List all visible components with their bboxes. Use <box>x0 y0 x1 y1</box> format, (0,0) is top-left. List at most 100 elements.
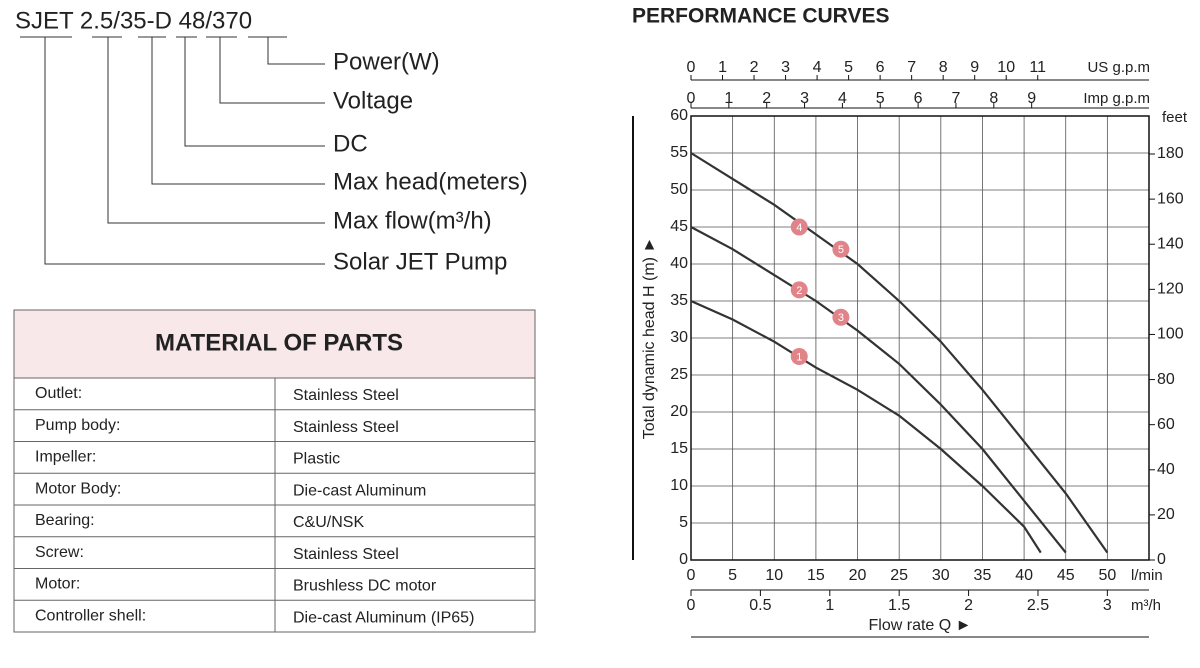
y-tick-label: 55 <box>670 144 688 161</box>
y-tick-label: 15 <box>670 440 688 457</box>
curve-marker <box>790 281 808 299</box>
imp-gpm-tick-label: 3 <box>800 90 809 107</box>
imp-gpm-tick-label: 9 <box>1027 90 1036 107</box>
us-gpm-tick-label: 3 <box>781 59 790 76</box>
x-tick-label: 5 <box>728 567 737 584</box>
us-gpm-tick-label: 4 <box>813 59 822 76</box>
x2-tick-label: 1.5 <box>888 597 910 614</box>
pump-curve <box>690 226 1067 554</box>
imp-gpm-tick-label: 0 <box>687 90 696 107</box>
curve-marker-label: 5 <box>838 244 844 256</box>
part-material: C&U/NSK <box>293 514 364 531</box>
us-gpm-tick-label: 6 <box>876 59 885 76</box>
us-gpm-tick-label: 2 <box>750 59 759 76</box>
us-gpm-tick-label: 8 <box>939 59 948 76</box>
code-label: Solar JET Pump <box>333 248 507 275</box>
imp-gpm-tick-label: 7 <box>952 90 961 107</box>
curve-marker-label: 2 <box>796 285 802 297</box>
y-tick-label: 25 <box>670 366 688 383</box>
imp-gpm-tick-label: 1 <box>724 90 733 107</box>
code-label: Power(W) <box>333 48 440 75</box>
y2-tick-label: 20 <box>1157 506 1175 523</box>
y2-tick-label: 120 <box>1157 281 1184 298</box>
imp-gpm-tick-label: 8 <box>989 90 998 107</box>
y-tick-label: 50 <box>670 181 688 198</box>
x2-tick-label: 2.5 <box>1027 597 1049 614</box>
part-material: Die-cast Aluminum <box>293 482 426 499</box>
y-tick-label: 5 <box>679 514 688 531</box>
us-gpm-tick-label: 5 <box>844 59 853 76</box>
y-tick-label: 35 <box>670 292 688 309</box>
part-material: Die-cast Aluminum (IP65) <box>293 609 474 626</box>
y2-unit: feet <box>1162 109 1188 126</box>
plot-frame <box>690 115 1150 561</box>
code-label: DC <box>333 130 368 157</box>
imp-gpm-tick-label: 2 <box>762 90 771 107</box>
part-material: Stainless Steel <box>293 546 399 563</box>
part-material: Stainless Steel <box>293 387 399 404</box>
code-label: Max head(meters) <box>333 168 528 195</box>
x-tick-label: 20 <box>849 567 867 584</box>
y2-tick-label: 100 <box>1157 326 1184 343</box>
part-name: Screw: <box>35 544 84 561</box>
part-name: Pump body: <box>35 417 120 434</box>
curve-marker <box>832 240 850 258</box>
part-name: Bearing: <box>35 512 95 529</box>
y-tick-label: 30 <box>670 329 688 346</box>
x-unit: l/min <box>1131 567 1163 584</box>
curve-marker-label: 3 <box>838 312 844 324</box>
x-tick-label: 15 <box>807 567 825 584</box>
y2-tick-label: 40 <box>1157 461 1175 478</box>
us-gpm-tick-label: 7 <box>907 59 916 76</box>
code-label: Voltage <box>333 87 413 114</box>
x2-tick-label: 0.5 <box>749 597 771 614</box>
us-gpm-tick-label: 0 <box>687 59 696 76</box>
us-gpm-tick-label: 1 <box>718 59 727 76</box>
pump-curve <box>690 152 1109 554</box>
y2-tick-label: 80 <box>1157 371 1175 388</box>
table-rows: Outlet: Stainless Steel Pump body: Stainles… <box>14 385 535 626</box>
x-axis-title: Flow rate Q ► <box>869 617 972 634</box>
us-gpm-tick-label: 9 <box>970 59 979 76</box>
x2-tick-label: 2 <box>964 597 973 614</box>
x-tick-label: 45 <box>1057 567 1075 584</box>
y-tick-label: 40 <box>670 255 688 272</box>
x2-tick-label: 0 <box>687 597 696 614</box>
imp-gpm-tick-label: 6 <box>914 90 923 107</box>
code-label: Max flow(m³/h) <box>333 207 492 234</box>
part-material: Brushless DC motor <box>293 578 437 595</box>
y-tick-label: 45 <box>670 218 688 235</box>
imp-gpm-tick-label: 5 <box>876 90 885 107</box>
x-tick-label: 35 <box>974 567 992 584</box>
part-name: Controller shell: <box>35 607 146 624</box>
part-name: Impeller: <box>35 449 96 466</box>
imp-gpm-tick-label: 4 <box>838 90 847 107</box>
curve-marker <box>790 218 808 236</box>
y-tick-label: 20 <box>670 403 688 420</box>
y2-tick-label: 180 <box>1157 145 1184 162</box>
curve-marker <box>790 348 808 365</box>
part-name: Motor Body: <box>35 480 121 497</box>
y2-tick-label: 60 <box>1157 416 1175 433</box>
pump-curve <box>690 299 1042 554</box>
chart: 0 5 10 15 20 25 30 35 40 45 50 l/min051015202530354… <box>632 59 1188 638</box>
x2-tick-label: 1 <box>825 597 834 614</box>
y-tick-label: 0 <box>679 551 688 568</box>
y-tick-label: 60 <box>670 107 688 124</box>
y-axis-title: Total dynamic head H (m) ► <box>641 237 658 440</box>
x-tick-label: 40 <box>1015 567 1033 584</box>
x-tick-label: 30 <box>932 567 950 584</box>
x2-tick-label: 3 <box>1103 597 1112 614</box>
imp-gpm-unit: Imp g.p.m <box>1083 90 1150 107</box>
us-gpm-unit: US g.p.m <box>1087 59 1150 76</box>
leaders <box>20 36 325 265</box>
x-tick-label: 10 <box>765 567 783 584</box>
y2-tick-label: 160 <box>1157 190 1184 207</box>
part-name: Motor: <box>35 576 80 593</box>
curve-marker-label: 4 <box>796 222 802 234</box>
y2-tick-label: 0 <box>1157 551 1166 568</box>
curve-marker-label: 1 <box>796 351 802 363</box>
x-tick-label: 25 <box>890 567 908 584</box>
y-tick-label: 10 <box>670 477 688 494</box>
